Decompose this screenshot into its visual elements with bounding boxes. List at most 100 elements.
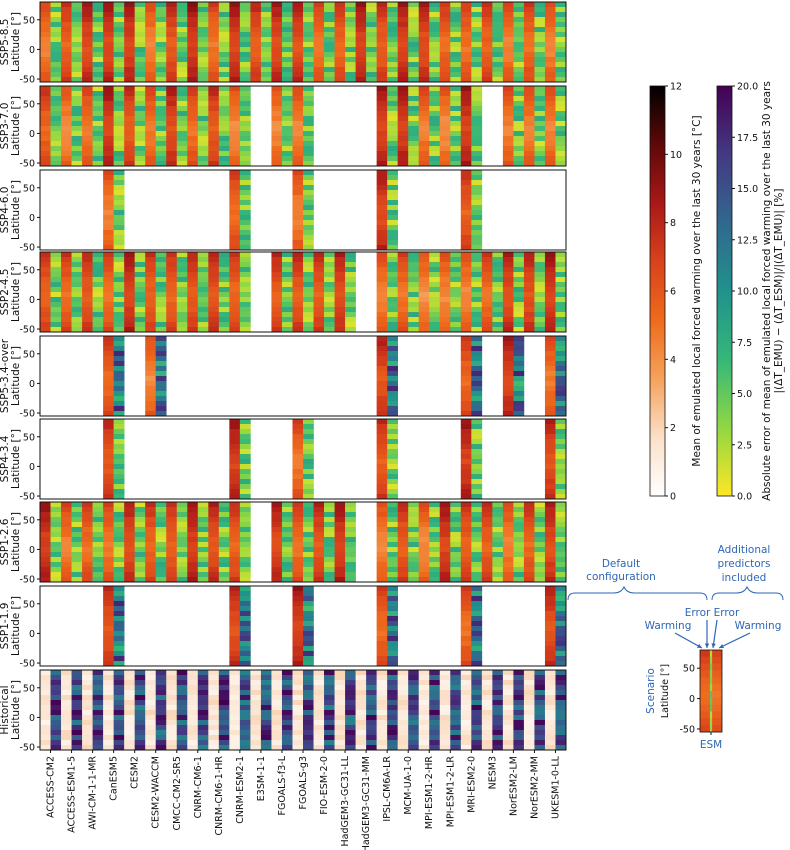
error-segment bbox=[281, 2, 293, 8]
warming-segment bbox=[334, 32, 346, 38]
warming-segment bbox=[502, 111, 514, 117]
error-segment bbox=[492, 267, 504, 273]
error-segment bbox=[50, 502, 62, 508]
error-segment bbox=[492, 567, 504, 573]
error-segment bbox=[50, 282, 62, 288]
error-segment bbox=[218, 502, 230, 508]
error-segment bbox=[513, 336, 525, 342]
warming-segment bbox=[124, 106, 135, 112]
error-segment bbox=[303, 225, 314, 231]
error-segment bbox=[303, 577, 314, 583]
warming-segment bbox=[271, 121, 283, 127]
warming-segment bbox=[124, 77, 135, 83]
cell-Historical-CNRM-CM6-1 bbox=[187, 670, 209, 751]
warming-segment bbox=[460, 670, 472, 676]
warming-segment bbox=[460, 161, 472, 167]
warming-segment bbox=[460, 484, 472, 490]
error-segment bbox=[50, 572, 62, 578]
warming-segment bbox=[460, 479, 472, 485]
error-segment bbox=[50, 297, 62, 303]
warming-segment bbox=[40, 542, 51, 548]
error-segment bbox=[50, 77, 62, 83]
error-segment bbox=[429, 72, 441, 78]
warming-segment bbox=[229, 131, 241, 137]
error-segment bbox=[366, 725, 377, 731]
error-segment bbox=[492, 507, 504, 513]
schematic-additional-line2: predictors bbox=[718, 558, 771, 570]
warming-segment bbox=[187, 146, 199, 152]
warming-segment bbox=[481, 297, 493, 303]
error-segment bbox=[50, 517, 62, 523]
warming-segment bbox=[523, 101, 535, 107]
warming-segment bbox=[544, 257, 556, 263]
error-segment bbox=[387, 651, 398, 657]
warming-segment bbox=[397, 141, 409, 147]
error-segment bbox=[113, 557, 125, 563]
error-segment bbox=[113, 37, 125, 43]
error-segment bbox=[113, 381, 125, 387]
schematic-arrowhead bbox=[704, 643, 710, 648]
cell-SSP2-4.5-MCM-UA-1-0 bbox=[397, 252, 420, 333]
warming-segment bbox=[229, 464, 241, 470]
warming-segment bbox=[439, 577, 451, 583]
warming-segment bbox=[460, 131, 472, 137]
warming-segment bbox=[271, 537, 283, 543]
warming-segment bbox=[208, 106, 220, 112]
warming-segment bbox=[229, 210, 241, 216]
error-segment bbox=[534, 537, 546, 543]
error-segment bbox=[281, 542, 293, 548]
warming-segment bbox=[82, 680, 93, 686]
warming-segment bbox=[229, 116, 241, 122]
warming-segment bbox=[460, 459, 472, 465]
error-segment bbox=[176, 705, 188, 711]
error-segment bbox=[534, 32, 546, 38]
error-segment bbox=[239, 616, 251, 622]
model-label-CanESM5: CanESM5 bbox=[109, 756, 120, 801]
error-segment bbox=[303, 429, 314, 435]
error-segment bbox=[197, 86, 209, 92]
warming-segment bbox=[103, 161, 114, 167]
warming-segment bbox=[502, 411, 514, 417]
warming-segment bbox=[544, 361, 556, 367]
error-segment bbox=[281, 96, 293, 102]
warming-segment bbox=[292, 257, 304, 263]
warming-segment bbox=[208, 562, 220, 568]
warming-segment bbox=[439, 57, 451, 63]
error-segment bbox=[429, 131, 441, 137]
warming-segment bbox=[544, 484, 556, 490]
error-segment bbox=[92, 715, 104, 721]
error-segment bbox=[113, 230, 125, 236]
warming-segment bbox=[418, 91, 430, 97]
error-segment bbox=[92, 96, 104, 102]
error-segment bbox=[155, 86, 167, 92]
error-segment bbox=[513, 557, 525, 563]
warming-segment bbox=[229, 596, 241, 602]
warming-segment bbox=[187, 502, 199, 508]
schematic-warming-segment bbox=[712, 725, 722, 733]
error-segment bbox=[92, 680, 104, 686]
error-segment bbox=[176, 17, 188, 23]
cell-Historical-NorESM2-LM bbox=[502, 670, 525, 751]
error-segment bbox=[71, 517, 83, 523]
warming-segment bbox=[292, 72, 304, 78]
warming-segment bbox=[439, 141, 451, 147]
warming-segment bbox=[376, 406, 388, 412]
warming-segment bbox=[250, 710, 262, 716]
warming-segment bbox=[61, 297, 72, 303]
error-segment bbox=[492, 675, 504, 681]
error-segment bbox=[345, 680, 356, 686]
error-segment bbox=[134, 77, 146, 83]
error-segment bbox=[197, 302, 209, 308]
error-segment bbox=[113, 371, 125, 377]
error-segment bbox=[155, 72, 167, 78]
error-segment bbox=[218, 327, 230, 333]
warming-segment bbox=[166, 317, 178, 323]
error-segment bbox=[429, 322, 441, 328]
error-segment bbox=[113, 126, 125, 132]
error-segment bbox=[555, 351, 567, 357]
warming-segment bbox=[103, 469, 114, 475]
warming-segment bbox=[481, 710, 493, 716]
warming-segment bbox=[166, 705, 178, 711]
warming-segment bbox=[544, 695, 556, 701]
